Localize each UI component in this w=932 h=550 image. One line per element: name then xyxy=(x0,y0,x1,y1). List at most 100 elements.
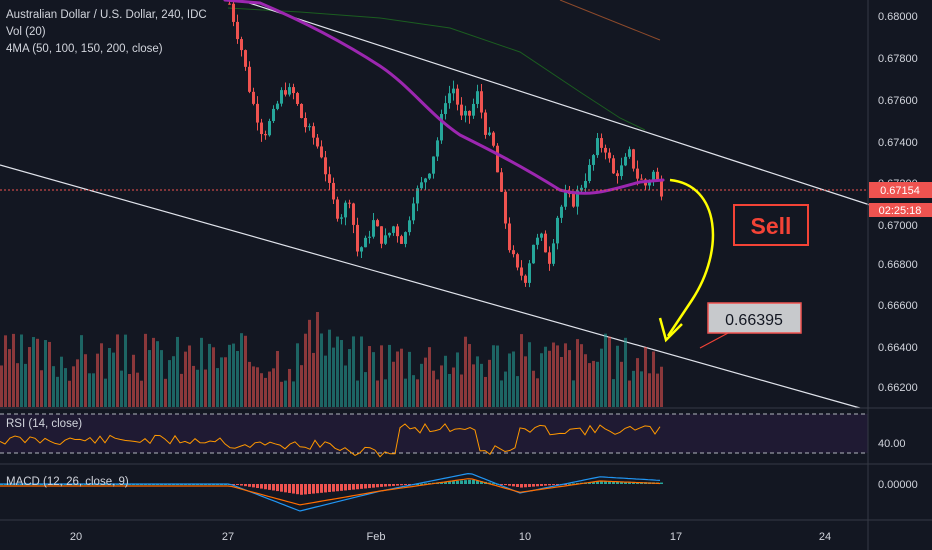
macd-histogram-bar xyxy=(556,484,559,485)
macd-histogram-bar xyxy=(348,484,351,491)
volume-bar xyxy=(116,334,119,407)
candle-body xyxy=(472,103,475,116)
volume-bar xyxy=(36,338,39,407)
candle-body xyxy=(232,3,235,22)
candle-body xyxy=(600,138,603,148)
macd-histogram-bar xyxy=(260,484,263,489)
volume-bar xyxy=(660,366,663,407)
volume-bar xyxy=(340,340,343,407)
volume-bar xyxy=(588,363,591,407)
ma-50-line xyxy=(223,0,665,195)
candle-body xyxy=(448,93,451,104)
candle-body xyxy=(228,3,231,5)
volume-bar xyxy=(520,334,523,407)
candle-body xyxy=(416,188,419,204)
volume-bar xyxy=(312,352,315,407)
macd-histogram-bar xyxy=(376,484,379,488)
volume-bar xyxy=(384,379,387,407)
volume-bar xyxy=(252,366,255,407)
candle-body xyxy=(496,145,499,173)
rsi-band xyxy=(0,414,868,453)
candle-body xyxy=(368,236,371,238)
volume-bar xyxy=(524,356,527,407)
time-tick-label: 20 xyxy=(70,531,82,543)
volume-bar xyxy=(288,368,291,407)
volume-bar xyxy=(152,337,155,407)
ma-legend: 4MA (50, 100, 150, 200, close) xyxy=(6,43,163,55)
volume-bar xyxy=(220,357,223,407)
volume-bar xyxy=(400,348,403,407)
candle-body xyxy=(292,87,295,94)
volume-bar xyxy=(464,336,467,407)
volume-bar xyxy=(44,340,47,407)
volume-bar xyxy=(480,363,483,407)
volume-bar xyxy=(360,336,363,407)
volume-bar xyxy=(172,356,175,407)
candle-body xyxy=(504,191,507,224)
volume-bar xyxy=(448,373,451,407)
volume-bar xyxy=(632,370,635,407)
macd-histogram-bar xyxy=(324,484,327,493)
candle-body xyxy=(392,226,395,233)
time-axis[interactable]: 20 27 Feb 10 17 24 xyxy=(70,531,831,543)
time-tick-label: 24 xyxy=(819,531,831,543)
macd-histogram-bar xyxy=(476,480,479,484)
macd-histogram-bar xyxy=(328,484,331,493)
macd-histogram-bar xyxy=(628,481,631,484)
candle-body xyxy=(396,226,399,237)
volume-bar xyxy=(240,333,243,407)
macd-histogram-bar xyxy=(492,483,495,485)
macd-histogram-bar xyxy=(236,484,239,485)
price-tick-label: 0.67000 xyxy=(878,220,918,232)
volume-bar xyxy=(164,378,167,407)
volume-bar xyxy=(284,380,287,407)
volume-bar xyxy=(304,333,307,407)
candle-body xyxy=(456,88,459,105)
candle-body xyxy=(412,203,415,221)
volume-bar xyxy=(592,360,595,407)
last-price-tag xyxy=(869,182,932,198)
volume-bar xyxy=(328,329,331,407)
volume-bar xyxy=(656,373,659,407)
volume-bar xyxy=(100,343,103,407)
macd-histogram-bar xyxy=(472,479,475,484)
candle-body xyxy=(524,275,527,283)
price-tick-label: 0.67600 xyxy=(878,95,918,107)
volume-bar xyxy=(512,351,515,407)
macd-histogram-bar xyxy=(344,484,347,491)
volume-bar xyxy=(616,345,619,407)
macd-histogram-bar xyxy=(620,481,623,484)
target-label-box xyxy=(707,302,802,334)
macd-histogram-bar xyxy=(356,484,359,490)
candle-body xyxy=(268,121,271,136)
macd-histogram-bar xyxy=(448,481,451,484)
candle-body xyxy=(520,267,523,276)
volume-bar xyxy=(256,367,259,407)
candle-body xyxy=(244,50,247,67)
macd-histogram-bar xyxy=(548,484,551,486)
candle-body xyxy=(624,156,627,166)
candle-body xyxy=(560,206,563,218)
price-axis[interactable]: 0.680000.678000.676000.674000.672000.670… xyxy=(878,11,918,394)
volume-bar xyxy=(224,357,227,407)
candle-body xyxy=(408,220,411,233)
volume-bar xyxy=(536,378,539,407)
macd-histogram-bar xyxy=(320,484,323,493)
candle-body xyxy=(532,244,535,264)
target-label: 0.66395 xyxy=(725,312,783,329)
candle-body xyxy=(640,178,643,180)
time-tick-label: 27 xyxy=(222,531,234,543)
volume-bar xyxy=(332,347,335,407)
symbol-title: Australian Dollar / U.S. Dollar, 240, ID… xyxy=(6,9,207,21)
volume-bar xyxy=(624,337,627,407)
macd-histogram-bar xyxy=(244,484,247,487)
candle-body xyxy=(428,173,431,179)
volume-bar xyxy=(104,378,107,407)
candle-body xyxy=(632,149,635,169)
candle-body xyxy=(484,112,487,135)
macd-line xyxy=(0,472,661,512)
candle-body xyxy=(436,140,439,157)
volume-bar xyxy=(88,373,91,407)
candle-body xyxy=(288,87,291,95)
